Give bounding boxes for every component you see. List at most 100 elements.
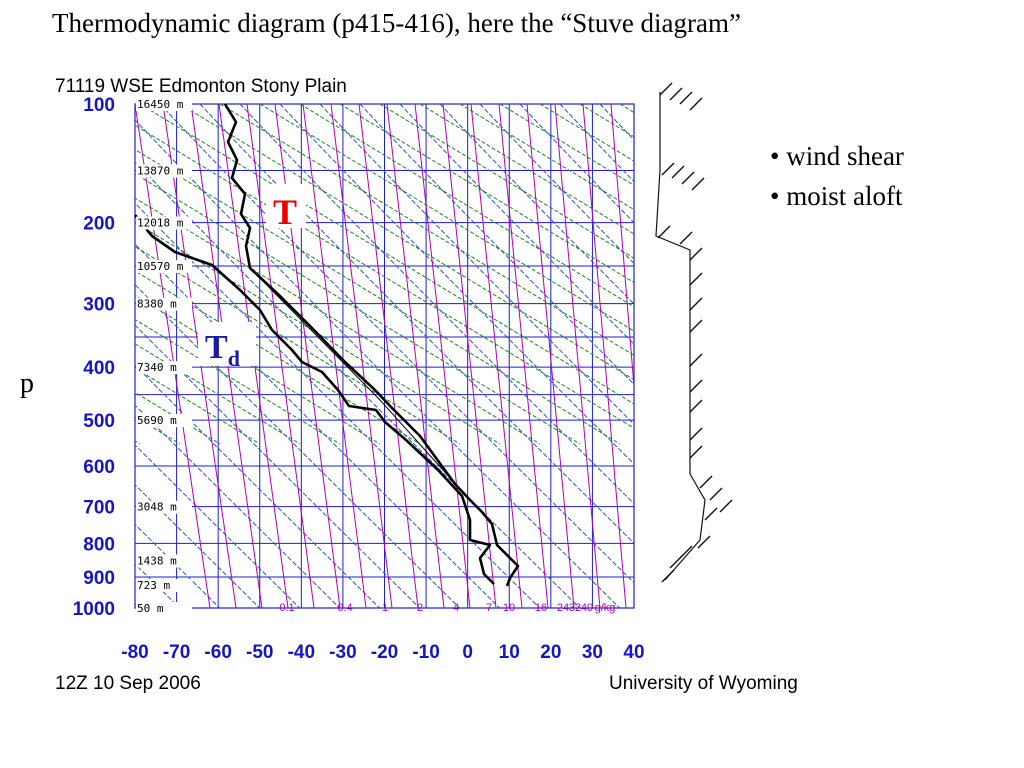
moist-adiabat [0, 104, 40, 628]
dry-adiabat [740, 104, 1024, 444]
parcel-path [249, 267, 471, 501]
dry-adiabat [135, 440, 141, 445]
moist-adiabat [0, 104, 80, 628]
wind-barb [689, 97, 703, 111]
moist-adiabat [319, 104, 634, 425]
moist-adiabat [159, 104, 634, 584]
height-label-bg [136, 297, 192, 311]
wind-barb [679, 91, 693, 105]
dry-adiabat [860, 104, 1024, 444]
wind-barb [689, 399, 703, 413]
wind-barb [671, 165, 685, 179]
dry-adiabat [0, 104, 100, 444]
mixing-ratio-label: 1 [382, 602, 388, 614]
wind-barb [699, 475, 713, 489]
mixing-ratio-label: g/kg [595, 602, 616, 614]
mixing-ratio-line [330, 104, 393, 608]
pressure-tick-label: 500 [83, 411, 115, 432]
moist-adiabat [840, 104, 1024, 628]
dry-adiabat [419, 104, 634, 235]
height-label-bg [136, 164, 192, 178]
moist-adiabat [135, 324, 421, 608]
temperature-tick-label: -40 [288, 642, 315, 663]
temperature-label-bg [266, 184, 306, 228]
wind-barb [657, 225, 671, 239]
mixing-ratio-line [274, 104, 341, 608]
moist-adiabat [135, 404, 341, 608]
moist-adiabat [479, 104, 634, 265]
mixing-ratio-line [246, 104, 315, 608]
dry-adiabat [459, 104, 634, 211]
dry-adiabat [700, 104, 1024, 444]
mixing-ratio-line [414, 104, 471, 608]
height-label-bg [136, 98, 192, 111]
temperature-tick-label: -10 [412, 642, 439, 663]
wind-barb [691, 177, 705, 191]
moist-adiabat [960, 104, 1024, 628]
dry-adiabat [139, 104, 634, 405]
dry-adiabat [660, 104, 1024, 444]
wind-barb [669, 555, 683, 569]
height-label-bg [136, 361, 192, 375]
dry-adiabat [135, 221, 501, 445]
temperature-profile [223, 103, 520, 587]
dry-adiabat [135, 270, 421, 445]
mixing-ratio-line [498, 104, 549, 608]
adiabat-lines [0, 104, 1024, 628]
wind-barb [704, 507, 718, 521]
pressure-tick-label: 900 [83, 568, 115, 589]
mixing-ratio-line [135, 104, 211, 608]
temperature-tick-label: 40 [623, 642, 644, 663]
dry-adiabat [135, 148, 621, 445]
moist-adiabat [519, 104, 634, 224]
mixing-ratio-line [442, 104, 497, 608]
dry-adiabat [219, 104, 634, 356]
dry-adiabat [579, 104, 634, 138]
date-label: 12Z 10 Sep 2006 [55, 673, 201, 694]
height-label: 12018 m [137, 217, 184, 230]
wind-barb [709, 487, 723, 501]
wind-barb [689, 297, 703, 311]
dry-adiabat [940, 104, 1024, 444]
mixing-ratio-label: 2 [417, 602, 423, 614]
moist-adiabat [880, 104, 1024, 628]
mixing-ratio-label: 7 [486, 602, 492, 614]
dry-adiabat [980, 104, 1024, 444]
moist-adiabat [135, 444, 301, 608]
mixing-ratio-label: 40 [581, 602, 593, 614]
wind-barb [689, 379, 703, 393]
moist-adiabat [800, 104, 1024, 628]
height-label: 13870 m [137, 164, 184, 177]
mixing-ratio-line [302, 104, 367, 608]
dry-adiabat [135, 246, 461, 445]
moist-adiabat [359, 104, 634, 385]
dry-adiabat [259, 104, 634, 332]
height-label: 3048 m [137, 501, 177, 514]
sounding-profiles [133, 103, 520, 587]
mixing-ratio-line [358, 104, 419, 608]
wind-barb [689, 353, 703, 367]
height-label-bg [136, 260, 192, 274]
dry-adiabat [0, 104, 60, 444]
moist-adiabat [135, 283, 461, 608]
moist-adiabat [720, 104, 1024, 628]
moist-adiabat [640, 104, 1024, 628]
bullet-wind-shear: wind shear [770, 136, 904, 176]
source-label: University of Wyoming [609, 673, 798, 694]
height-label: 5690 m [137, 414, 177, 427]
dry-adiabat [339, 104, 634, 284]
slide-title: Thermodynamic diagram (p415-416), here t… [52, 8, 742, 38]
height-label: 723 m [137, 579, 170, 592]
mixing-ratio-line [470, 104, 523, 608]
wind-barb [659, 82, 673, 96]
dewpoint-profile [133, 214, 495, 585]
moist-adiabat [1000, 104, 1024, 628]
wind-barb [679, 231, 693, 245]
temperature-tick-label: 10 [499, 642, 520, 663]
pressure-tick-label: 400 [83, 358, 115, 379]
wind-barb [689, 445, 703, 459]
pressure-tick-label: 200 [83, 214, 115, 235]
moist-adiabat [135, 243, 501, 608]
